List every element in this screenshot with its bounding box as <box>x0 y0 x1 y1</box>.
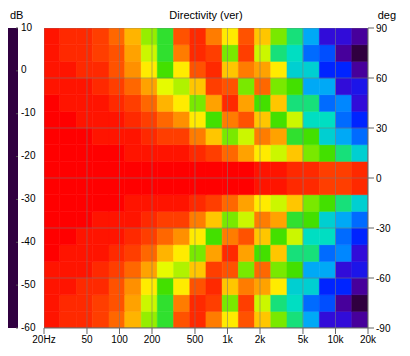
svg-text:0: 0 <box>376 173 382 184</box>
svg-text:100: 100 <box>111 334 128 345</box>
svg-text:5k: 5k <box>298 334 310 345</box>
html-text:dB: dB <box>10 9 24 21</box>
svg-text:-20: -20 <box>21 150 36 161</box>
svg-text:30: 30 <box>376 123 388 134</box>
html-text:Directivity (ver): Directivity (ver) <box>169 9 243 21</box>
svg-text:-30: -30 <box>21 193 36 204</box>
html-text:deg: deg <box>377 9 396 21</box>
svg-text:-60: -60 <box>21 322 36 333</box>
svg-text:20k: 20k <box>360 334 377 345</box>
svg-text:60: 60 <box>376 73 388 84</box>
svg-text:-60: -60 <box>376 273 391 284</box>
svg-text:20Hz: 20Hz <box>32 334 55 345</box>
svg-text:1k: 1k <box>222 334 234 345</box>
svg-text:0: 0 <box>21 64 27 75</box>
svg-text:-10: -10 <box>21 107 36 118</box>
svg-text:500: 500 <box>187 334 204 345</box>
svg-text:10k: 10k <box>327 334 344 345</box>
svg-text:2k: 2k <box>255 334 267 345</box>
svg-text:-30: -30 <box>376 223 391 234</box>
svg-text:10: 10 <box>21 22 33 33</box>
svg-text:50: 50 <box>81 334 93 345</box>
svg-text:-50: -50 <box>21 279 36 290</box>
svg-text:-40: -40 <box>21 236 36 247</box>
svg-text:200: 200 <box>144 334 161 345</box>
svg-text:90: 90 <box>376 24 388 34</box>
svg-text:-90: -90 <box>376 323 391 334</box>
